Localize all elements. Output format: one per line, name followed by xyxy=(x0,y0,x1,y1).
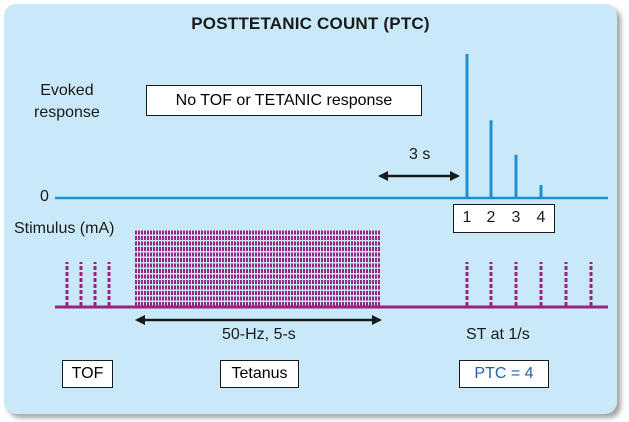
response-count-2: 2 xyxy=(486,209,496,226)
response-count-1: 1 xyxy=(462,209,472,226)
no-response-box: No TOF or TETANIC response xyxy=(146,85,422,116)
response-count-4: 4 xyxy=(536,209,546,226)
tetanus-legend-box: Tetanus xyxy=(220,360,299,388)
stimulus-axis-label: Stimulus (mA) xyxy=(14,220,115,237)
response-count-3: 3 xyxy=(511,209,521,226)
evoked-label-line2: response xyxy=(34,104,100,121)
response-count-box: 1 2 3 4 xyxy=(453,204,555,233)
delay-label: 3 s xyxy=(409,146,431,163)
diagram-title: POSTTETANIC COUNT (PTC) xyxy=(191,14,430,33)
zero-baseline-label: 0 xyxy=(40,188,49,205)
tetanic-stimulation-block xyxy=(135,230,380,306)
evoked-response-label: Evoked response xyxy=(34,80,100,124)
tof-legend-box: TOF xyxy=(62,360,113,388)
tetanus-duration-label: 50-Hz, 5-s xyxy=(222,326,296,343)
stimulation-rate-label: ST at 1/s xyxy=(466,326,530,343)
single-twitch-pulses xyxy=(465,262,593,306)
response-spikes xyxy=(465,54,543,198)
tof-stimulus-pulses xyxy=(65,262,111,306)
evoked-label-line1: Evoked xyxy=(40,82,94,99)
ptc-legend-box: PTC = 4 xyxy=(459,360,549,388)
